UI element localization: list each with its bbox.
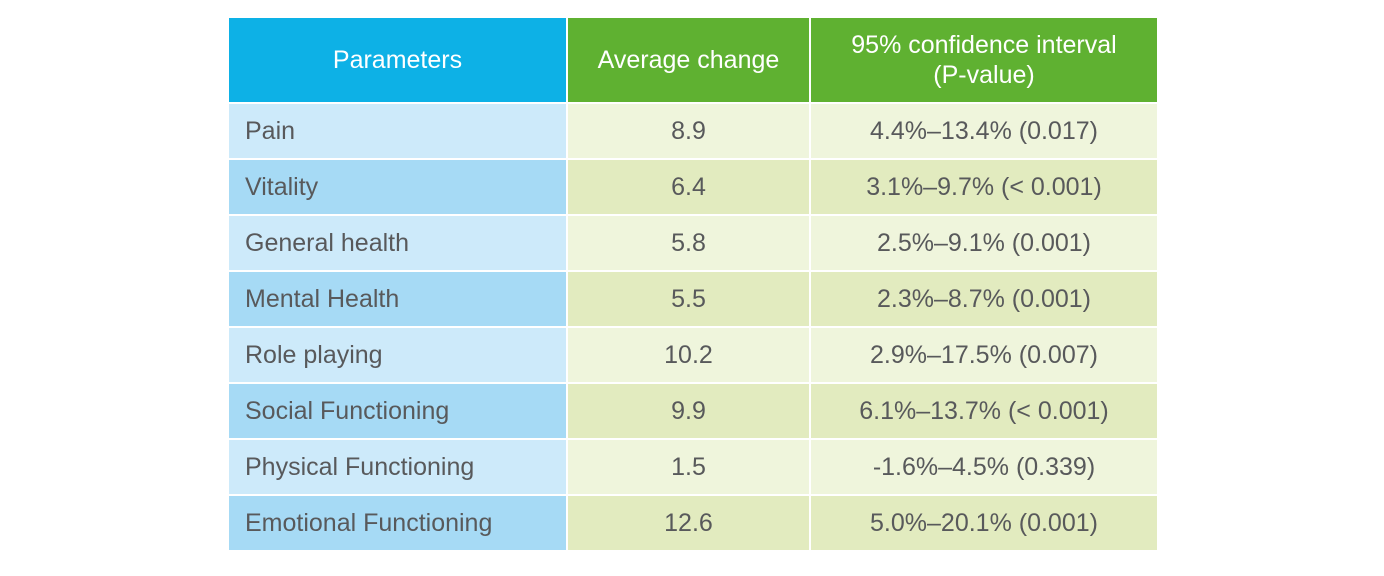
confidence-interval-cell: 4.4%–13.4% (0.017): [809, 102, 1157, 160]
table-row: Social Functioning 9.9 6.1%–13.7% (< 0.0…: [229, 382, 1157, 440]
table-row: Physical Functioning 1.5 -1.6%–4.5% (0.3…: [229, 438, 1157, 496]
average-change-cell: 5.5: [566, 270, 811, 328]
table-row: Mental Health 5.5 2.3%–8.7% (0.001): [229, 270, 1157, 328]
confidence-interval-cell: 2.9%–17.5% (0.007): [809, 326, 1157, 384]
table-row: Vitality 6.4 3.1%–9.7% (< 0.001): [229, 158, 1157, 216]
confidence-interval-cell: 6.1%–13.7% (< 0.001): [809, 382, 1157, 440]
parameter-cell: Vitality: [229, 158, 568, 216]
confidence-interval-cell: -1.6%–4.5% (0.339): [809, 438, 1157, 496]
parameter-cell: General health: [229, 214, 568, 272]
header-average-change: Average change: [566, 18, 811, 104]
average-change-cell: 5.8: [566, 214, 811, 272]
confidence-interval-cell: 2.5%–9.1% (0.001): [809, 214, 1157, 272]
confidence-interval-cell: 3.1%–9.7% (< 0.001): [809, 158, 1157, 216]
average-change-cell: 8.9: [566, 102, 811, 160]
header-confidence-interval: 95% confidence interval (P-value): [809, 18, 1157, 104]
average-change-cell: 1.5: [566, 438, 811, 496]
average-change-cell: 12.6: [566, 494, 811, 550]
results-table: Parameters Average change 95% confidence…: [229, 18, 1157, 550]
table-row: Role playing 10.2 2.9%–17.5% (0.007): [229, 326, 1157, 384]
table-row: Pain 8.9 4.4%–13.4% (0.017): [229, 102, 1157, 160]
parameter-cell: Social Functioning: [229, 382, 568, 440]
parameter-cell: Mental Health: [229, 270, 568, 328]
header-row: Parameters Average change 95% confidence…: [229, 18, 1157, 104]
confidence-interval-cell: 5.0%–20.1% (0.001): [809, 494, 1157, 550]
parameter-cell: Role playing: [229, 326, 568, 384]
parameter-cell: Physical Functioning: [229, 438, 568, 496]
parameter-cell: Pain: [229, 102, 568, 160]
average-change-cell: 9.9: [566, 382, 811, 440]
results-table-container: Parameters Average change 95% confidence…: [229, 18, 1157, 550]
average-change-cell: 10.2: [566, 326, 811, 384]
header-parameters: Parameters: [229, 18, 568, 104]
table-row: General health 5.8 2.5%–9.1% (0.001): [229, 214, 1157, 272]
average-change-cell: 6.4: [566, 158, 811, 216]
table-row: Emotional Functioning 12.6 5.0%–20.1% (0…: [229, 494, 1157, 550]
parameter-cell: Emotional Functioning: [229, 494, 568, 550]
header-ci-line1: 95% confidence interval: [851, 31, 1117, 59]
confidence-interval-cell: 2.3%–8.7% (0.001): [809, 270, 1157, 328]
header-ci-line2: (P-value): [933, 61, 1035, 89]
